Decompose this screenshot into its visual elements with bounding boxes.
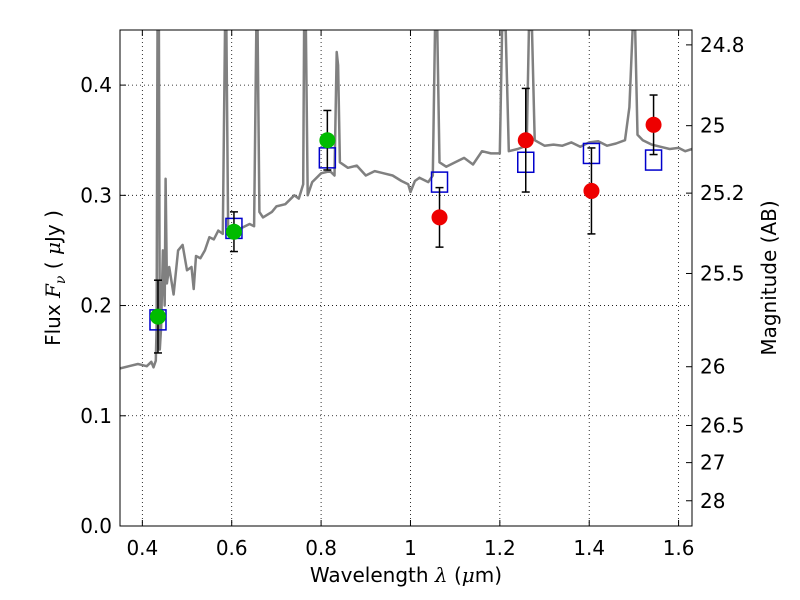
y-tick-label: 0.4 (80, 73, 112, 97)
y2-tick-label: 24.8 (700, 33, 745, 57)
grid (120, 30, 692, 527)
x-axis-label: Wavelength λ (μm) (310, 563, 502, 587)
x-tick-label: 1.4 (573, 536, 605, 560)
x-tick-label: 0.6 (216, 536, 248, 560)
x-tick-label: 1.2 (484, 536, 516, 560)
photometry-point (583, 182, 600, 199)
y2-tick-label: 26 (700, 355, 725, 379)
x-tick-label: 1.6 (663, 536, 695, 560)
y2-axis-label: Magnitude (AB) (757, 200, 781, 355)
x-tick-label: 1 (404, 536, 417, 560)
plot-frame (119, 29, 693, 527)
plot-area (120, 30, 692, 370)
y2-tick-label: 25.5 (700, 261, 745, 285)
y-tick-label: 0.0 (80, 514, 112, 538)
photometry-point (225, 223, 242, 240)
photometry-point (431, 209, 448, 226)
y-axis-label: Flux Fν ( μJy ) (41, 210, 69, 346)
x-tick-label: 0.8 (305, 536, 337, 560)
y2-tick-label: 25.2 (700, 181, 745, 205)
y2-tick-label: 26.5 (700, 413, 745, 437)
y-tick-label: 0.3 (80, 183, 112, 207)
model-spectrum-line (120, 30, 692, 370)
x-tick-label: 0.4 (126, 536, 158, 560)
y2-tick-label: 28 (700, 489, 725, 513)
y2-tick-label: 27 (700, 451, 725, 475)
photometry-point (645, 116, 662, 133)
photometry-point (517, 132, 534, 149)
y2-tick-label: 25 (700, 114, 725, 138)
axis-ticks: 0.4 0.6 0.8 1 1.2 1.4 1.6 0.0 0.1 0.2 0.3 0.4 24.8 25… (80, 30, 745, 560)
photometry-point (149, 308, 166, 325)
y-tick-label: 0.1 (80, 404, 112, 428)
photometry-point (319, 132, 336, 149)
y-tick-label: 0.2 (80, 294, 112, 318)
